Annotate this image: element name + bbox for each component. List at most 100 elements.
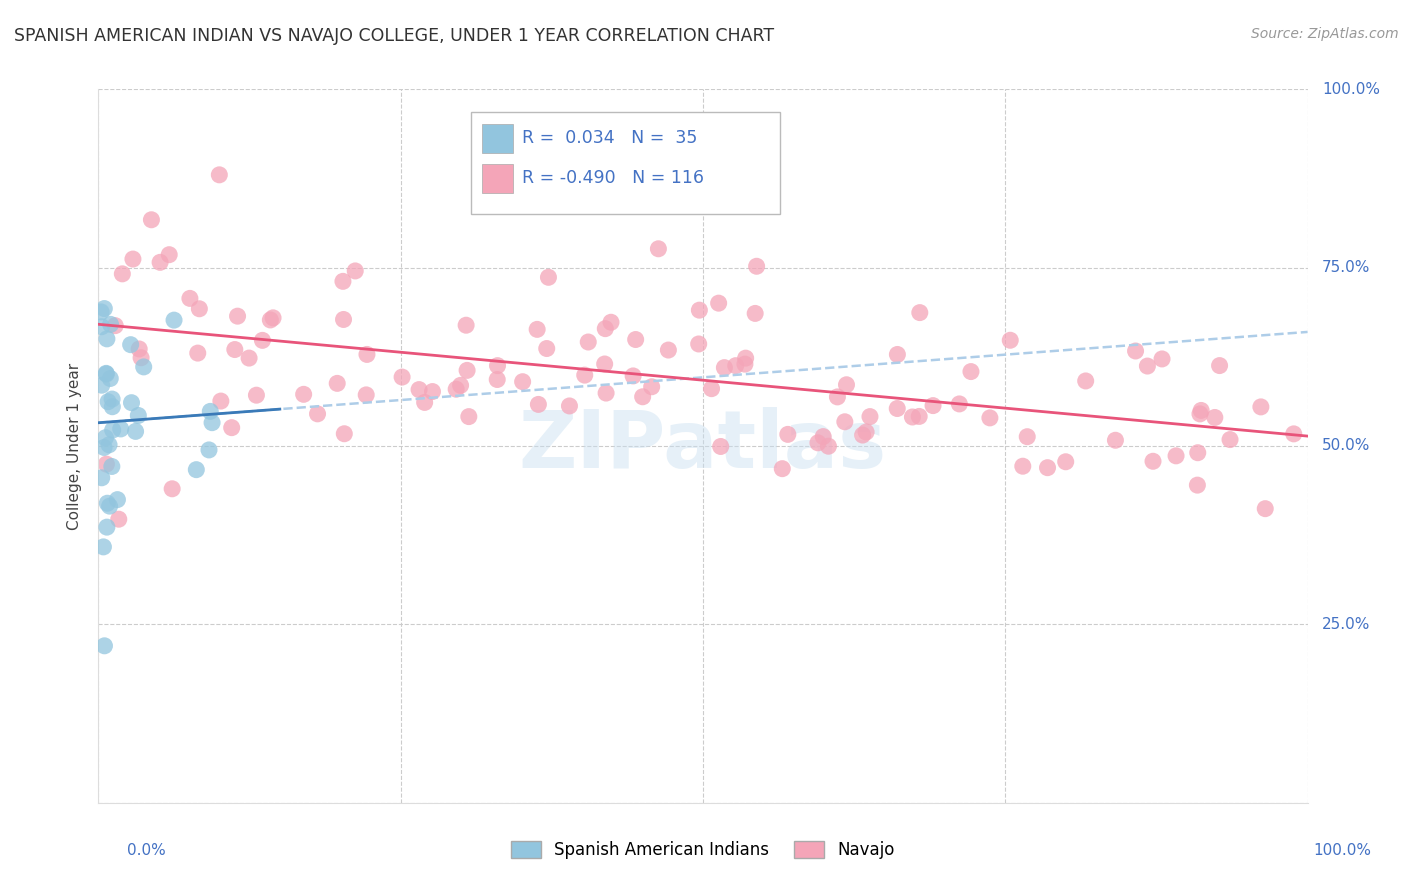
Point: [104, 318, 127, 333]
Point: [110, 422, 132, 436]
Point: [456, 318, 478, 333]
Point: [245, 388, 267, 402]
Point: [344, 264, 367, 278]
Point: [1150, 351, 1173, 366]
Point: [97, 394, 120, 409]
Point: [179, 292, 201, 306]
Point: [1011, 459, 1033, 474]
Point: [713, 360, 735, 375]
Point: [600, 315, 623, 329]
Point: [922, 399, 945, 413]
Point: [486, 372, 509, 386]
Point: [332, 312, 354, 326]
Point: [457, 409, 479, 424]
Point: [1254, 501, 1277, 516]
Point: [707, 296, 730, 310]
Text: 25.0%: 25.0%: [1322, 617, 1371, 632]
Point: [160, 482, 183, 496]
Point: [292, 387, 315, 401]
Point: [595, 386, 617, 401]
Point: [132, 359, 155, 374]
Point: [657, 343, 679, 357]
Point: [111, 267, 134, 281]
Point: [595, 321, 617, 335]
Point: [201, 416, 224, 430]
Point: [354, 388, 377, 402]
Point: [1074, 374, 1097, 388]
Point: [391, 370, 413, 384]
Point: [1204, 410, 1226, 425]
Point: [745, 260, 768, 274]
Point: [149, 255, 172, 269]
Point: [101, 392, 124, 406]
Point: [98, 371, 121, 385]
Point: [456, 363, 478, 377]
Point: [90, 319, 112, 334]
Point: [101, 400, 124, 414]
Point: [1282, 426, 1305, 441]
Point: [512, 375, 534, 389]
Point: [93, 441, 115, 455]
Text: Source: ZipAtlas.com: Source: ZipAtlas.com: [1251, 27, 1399, 41]
Point: [107, 512, 129, 526]
Text: 50.0%: 50.0%: [1322, 439, 1371, 453]
Point: [96, 496, 118, 510]
Point: [576, 334, 599, 349]
Point: [163, 313, 186, 327]
Point: [187, 346, 209, 360]
Point: [855, 425, 877, 439]
Point: [96, 457, 118, 471]
Point: [96, 332, 118, 346]
Point: [141, 212, 163, 227]
Point: [157, 248, 180, 262]
Text: ZIPatlas: ZIPatlas: [519, 407, 887, 485]
Point: [1189, 403, 1212, 417]
Point: [486, 359, 509, 373]
Point: [120, 337, 142, 351]
Point: [122, 252, 145, 266]
Point: [1187, 446, 1209, 460]
Point: [734, 357, 756, 371]
Point: [724, 359, 747, 373]
Point: [710, 440, 733, 454]
Text: 100.0%: 100.0%: [1322, 82, 1381, 96]
Point: [817, 439, 839, 453]
Point: [835, 377, 858, 392]
Point: [128, 342, 150, 356]
Point: [640, 380, 662, 394]
Point: [1164, 449, 1187, 463]
Point: [208, 168, 231, 182]
Point: [98, 499, 121, 513]
Legend: Spanish American Indians, Navajo: Spanish American Indians, Navajo: [505, 834, 901, 866]
Point: [834, 415, 856, 429]
Point: [333, 426, 356, 441]
Text: R =  0.034   N =  35: R = 0.034 N = 35: [522, 129, 697, 147]
Point: [558, 399, 581, 413]
Point: [859, 409, 882, 424]
Point: [93, 639, 115, 653]
Point: [259, 313, 281, 327]
Point: [252, 334, 274, 348]
Point: [770, 461, 793, 475]
Point: [624, 333, 647, 347]
Point: [852, 428, 875, 442]
Point: [700, 382, 723, 396]
Point: [631, 390, 654, 404]
Point: [129, 351, 152, 365]
Point: [813, 429, 835, 443]
Point: [948, 397, 970, 411]
Point: [1142, 454, 1164, 468]
Point: [107, 492, 129, 507]
Point: [198, 442, 221, 457]
Point: [1054, 455, 1077, 469]
Point: [224, 343, 246, 357]
Point: [186, 463, 208, 477]
Point: [408, 383, 430, 397]
Point: [127, 409, 149, 423]
Point: [527, 397, 550, 411]
Point: [1187, 478, 1209, 492]
Text: R = -0.490   N = 116: R = -0.490 N = 116: [522, 169, 703, 187]
Point: [90, 471, 112, 485]
Point: [886, 347, 908, 361]
Point: [537, 270, 560, 285]
